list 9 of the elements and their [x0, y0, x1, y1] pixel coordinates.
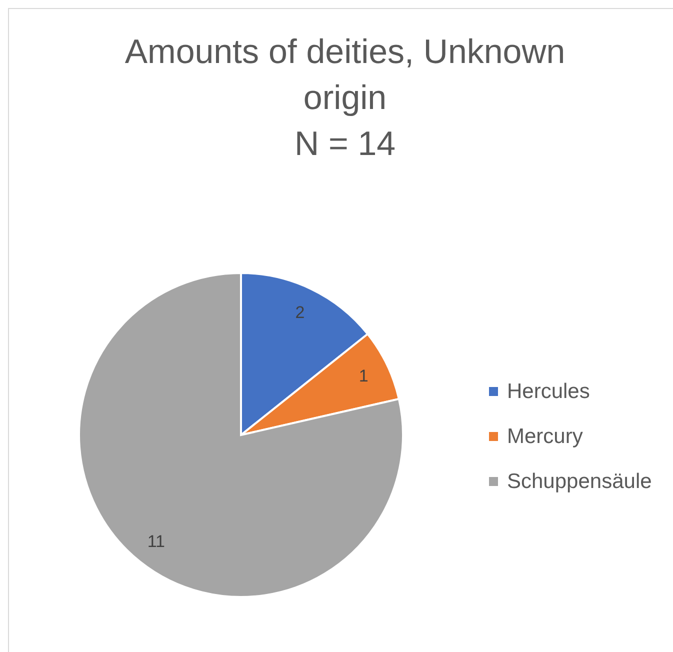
legend-label: Schuppensäule: [507, 470, 652, 494]
legend-label: Mercury: [507, 424, 583, 448]
legend-label: Hercules: [507, 380, 590, 404]
chart-subtitle: N = 14: [293, 124, 397, 165]
data-label: 11: [147, 532, 165, 551]
chart-title: Amounts of deities, Unknown origin: [124, 32, 566, 119]
pie-slice: [78, 272, 404, 598]
data-label: 2: [295, 302, 305, 322]
data-label: 1: [358, 366, 368, 386]
